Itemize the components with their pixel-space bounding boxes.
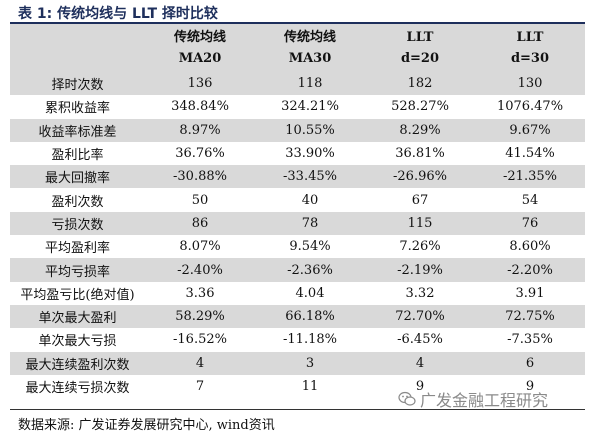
table-cell: 58.29% <box>175 309 225 325</box>
table-cell: 348.84% <box>171 99 229 115</box>
row-label: 择时次数 <box>51 78 104 94</box>
table-cell: 136 <box>187 76 213 92</box>
table-cell: 9.67% <box>509 122 551 138</box>
row-label: 累积收益率 <box>44 101 110 117</box>
table-cell: 54 <box>521 192 539 208</box>
table-cell: 8.29% <box>399 122 441 138</box>
column-header: 传统均线 MA30 <box>283 30 336 66</box>
row-label: 单次最大盈利 <box>38 311 117 327</box>
table-cell: 36.76% <box>175 146 225 162</box>
table-cell: 115 <box>407 215 433 231</box>
column-header: 传统均线 MA20 <box>173 30 226 66</box>
table-cell: -16.52% <box>173 332 227 348</box>
row-label: 平均亏损率 <box>44 264 110 280</box>
table-cell: 7 <box>195 379 205 394</box>
table-cell: 33.90% <box>285 146 335 162</box>
table-cell: -2.36% <box>287 262 333 278</box>
column-header: LLT d=20 <box>400 30 440 66</box>
table-cell: -6.45% <box>397 332 443 348</box>
table-row: 最大回撤率 -30.88% -33.45% -26.96% -21.35% <box>10 165 585 189</box>
row-label: 单次最大亏损 <box>38 334 117 350</box>
table-cell: -26.96% <box>393 169 447 185</box>
row-label: 收益率标准差 <box>38 124 117 140</box>
table-cell: 3.91 <box>515 285 545 301</box>
table-cell: 324.21% <box>281 99 339 115</box>
table-cell: 10.55% <box>285 122 335 138</box>
table-row: 平均盈亏比(绝对值) 3.36 4.04 3.32 3.91 <box>10 281 585 305</box>
row-label: 最大回撤率 <box>44 171 110 187</box>
header-row: 传统均线 MA20 传统均线 MA30 LLT d=20 LLT d=30 <box>10 24 585 72</box>
table-cell: 6 <box>525 355 535 371</box>
wechat-icon <box>398 391 416 406</box>
table-cell: 86 <box>191 215 209 231</box>
table-row: 收益率标准差 8.97% 10.55% 8.29% 9.67% <box>10 118 585 142</box>
watermark: 广发金融工程研究 <box>398 387 548 411</box>
table-cell: 528.27% <box>391 99 449 115</box>
table-row: 单次最大盈利 58.29% 66.18% 72.70% 72.75% <box>10 304 585 329</box>
table-cell: 3.36 <box>185 285 215 301</box>
table-cell: 8.60% <box>509 239 551 255</box>
table-cell: 9 <box>525 379 535 394</box>
table-cell: -33.45% <box>283 169 337 185</box>
table-cell: 4 <box>415 355 425 371</box>
comparison-table: 传统均线 MA20 传统均线 MA30 LLT d=20 LLT d=30 择时… <box>10 24 585 399</box>
table-cell: 36.81% <box>395 146 445 162</box>
title-divider <box>10 22 585 24</box>
table-row: 盈利比率 36.76% 33.90% 36.81% 41.54% <box>10 141 585 166</box>
table-cell: 3 <box>305 355 315 371</box>
table-row: 最大连续盈利次数 4 3 4 6 <box>10 351 585 375</box>
table-row: 累积收益率 348.84% 324.21% 528.27% 1076.47% <box>10 95 585 119</box>
table-cell: 78 <box>301 215 319 231</box>
row-label: 最大连续盈利次数 <box>25 357 130 373</box>
table-cell: 182 <box>407 76 433 92</box>
table-row: 单次最大亏损 -16.52% -11.18% -6.45% -7.35% <box>10 328 585 352</box>
row-label: 盈利次数 <box>51 194 104 210</box>
table-cell: 72.75% <box>505 309 555 325</box>
table-title: 表 1: 传统均线与 LLT 择时比较 <box>18 6 218 22</box>
table-cell: -2.20% <box>507 262 553 278</box>
row-label: 平均盈亏比(绝对值) <box>20 287 135 303</box>
row-label: 平均盈利率 <box>44 241 110 257</box>
table-row: 平均亏损率 -2.40% -2.36% -2.19% -2.20% <box>10 258 585 282</box>
column-header: LLT d=30 <box>510 30 550 66</box>
table-cell: 8.07% <box>179 239 221 255</box>
table-cell: 7.26% <box>399 239 441 255</box>
table-row: 择时次数 136 118 182 130 <box>10 72 585 96</box>
table-cell: -2.40% <box>177 262 223 278</box>
table-cell: -11.18% <box>283 332 337 348</box>
source-note: 数据来源: 广发证券发展研究中心, wind资讯 <box>18 418 275 433</box>
table-cell: 9.54% <box>289 239 331 255</box>
table-cell: 118 <box>297 76 323 92</box>
table-cell: 40 <box>301 192 319 208</box>
table-cell: 1076.47% <box>496 99 564 115</box>
table-row: 亏损次数 86 78 115 76 <box>10 211 585 236</box>
table-cell: 11 <box>301 379 319 394</box>
header-corner <box>10 24 145 72</box>
table-cell: -21.35% <box>503 169 557 185</box>
table-cell: 130 <box>517 76 543 92</box>
table-cell: 50 <box>191 192 209 208</box>
table-cell: -30.88% <box>173 169 227 185</box>
row-label: 最大连续亏损次数 <box>25 381 130 396</box>
table-cell: 3.32 <box>405 285 435 301</box>
table-cell: -2.19% <box>397 262 443 278</box>
table-cell: 72.70% <box>395 309 445 325</box>
table-cell: -7.35% <box>507 332 553 348</box>
table-row: 最大连续亏损次数 7 11 9 9 <box>10 374 585 399</box>
table-cell: 66.18% <box>285 309 335 325</box>
row-label: 亏损次数 <box>51 217 104 233</box>
table-cell: 41.54% <box>505 146 555 162</box>
table-cell: 8.97% <box>179 122 221 138</box>
bottom-divider <box>10 409 585 410</box>
table-cell: 76 <box>521 215 539 231</box>
table-cell: 9 <box>415 379 425 394</box>
table-cell: 4 <box>195 355 205 371</box>
row-label: 盈利比率 <box>51 148 104 164</box>
table-cell: 4.04 <box>295 285 325 301</box>
table-cell: 67 <box>411 192 429 208</box>
table-row: 平均盈利率 8.07% 9.54% 7.26% 8.60% <box>10 235 585 259</box>
table-row: 盈利次数 50 40 67 54 <box>10 188 585 212</box>
watermark-text: 广发金融工程研究 <box>420 391 549 410</box>
